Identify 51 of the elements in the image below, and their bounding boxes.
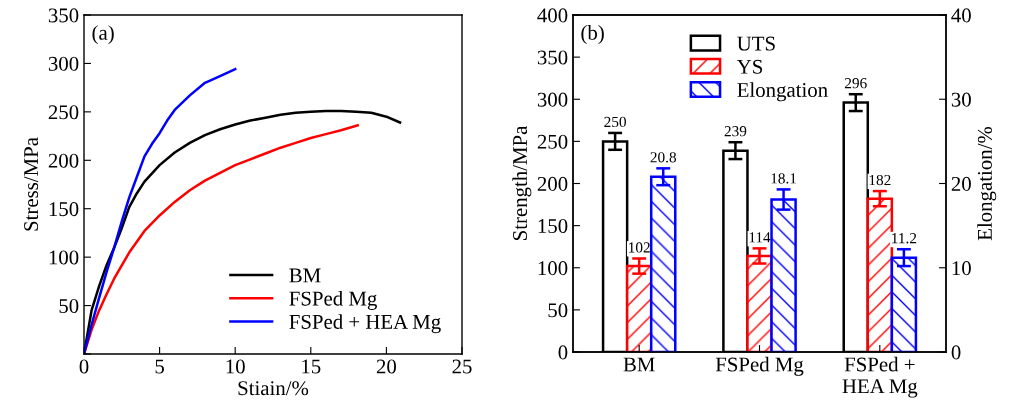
y2-tick-label: 10 (952, 261, 971, 276)
legend-label: YS (736, 59, 763, 74)
y2-tick-label: 40 (951, 8, 971, 23)
data-label: 250 (604, 116, 626, 128)
y-tick-label: 100 (49, 250, 79, 265)
y-tick-label: 0 (558, 345, 568, 360)
legend-label: UTS (737, 36, 775, 51)
data-label: 11.2 (892, 233, 917, 244)
y-tick-label: 150 (538, 219, 568, 234)
data-label: 296 (844, 78, 867, 89)
y-tick-label: 50 (548, 303, 568, 318)
y-tick-label: 200 (48, 153, 79, 168)
legend-label: FSPed + HEA Mg (289, 314, 441, 334)
y2-tick-label: 0 (951, 345, 961, 360)
x-tick-label: FSPed Mg (715, 356, 804, 376)
line-series (84, 67, 237, 354)
y-tick-label: 350 (537, 50, 568, 65)
data-label: 239 (724, 126, 747, 137)
annotation: (b) (581, 25, 604, 44)
data-label: 182 (869, 174, 891, 186)
x-axis-title: Stiain/% (238, 381, 309, 396)
y-tick-label: 350 (48, 8, 79, 23)
x-tick-label: 25 (452, 359, 472, 374)
x-tick-label: FSPed + HEA Mg (842, 356, 918, 398)
y-axis-title: Strength/MPa (512, 125, 532, 240)
y-tick-label: 250 (537, 134, 568, 149)
y-tick-label: 400 (537, 8, 568, 23)
y-tick-label: 150 (49, 202, 79, 217)
annotation: (a) (92, 25, 114, 45)
y2-tick-label: 30 (951, 92, 971, 107)
legend-label: Elongation (737, 82, 828, 102)
y-axis-title: Stress/MPa (24, 137, 39, 231)
x-tick-label: 20 (376, 359, 397, 374)
legend-label: BM (289, 268, 321, 283)
x-tick-label: BM (623, 357, 655, 372)
y-tick-label: 200 (537, 176, 568, 191)
y-tick-label: 300 (537, 92, 568, 107)
y-tick-label: 300 (48, 56, 79, 71)
x-tick-label: 0 (79, 359, 89, 374)
data-label: 102 (629, 242, 650, 253)
y2-tick-label: 20 (951, 176, 971, 191)
data-label: 20.8 (650, 152, 677, 163)
legend-label: FSPed Mg (289, 290, 377, 310)
x-tick-label: 15 (302, 359, 321, 374)
y2-axis-title: Elongation/% (977, 126, 997, 241)
data-label: 18.1 (771, 173, 797, 184)
y-tick-label: 250 (48, 105, 79, 120)
x-tick-label: 10 (226, 359, 245, 374)
x-tick-label: 5 (155, 359, 164, 374)
y-tick-label: 50 (59, 298, 79, 313)
y-tick-label: 100 (538, 261, 568, 276)
